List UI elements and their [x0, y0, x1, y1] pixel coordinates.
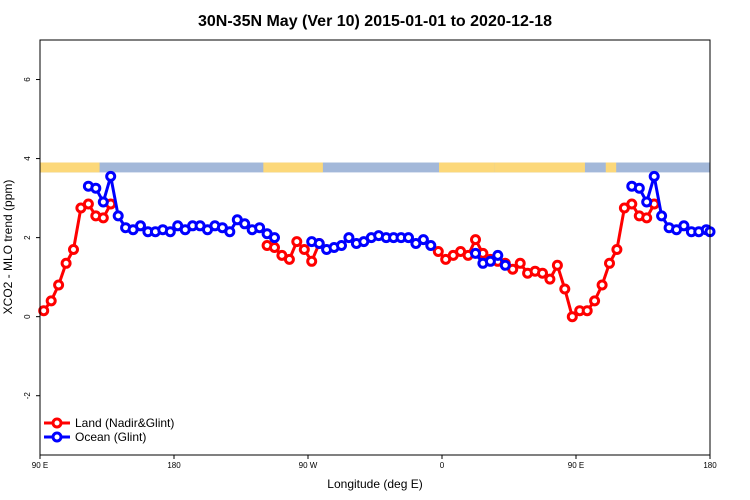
data-point-land	[626, 198, 638, 210]
data-point-ocean	[112, 210, 124, 222]
data-point-ocean	[648, 170, 660, 182]
data-point-ocean	[239, 218, 251, 230]
legend-item-ocean: Ocean (Glint)	[44, 430, 146, 444]
data-point-land	[283, 253, 295, 265]
data-point-land	[641, 212, 653, 224]
plot-frame	[39, 39, 711, 456]
land-band-segment	[439, 162, 495, 173]
data-point-ocean	[403, 232, 414, 244]
land-band-segment	[263, 162, 323, 173]
data-point-land	[45, 295, 57, 307]
data-point-land	[589, 295, 601, 307]
data-point-ocean	[641, 196, 653, 208]
x-tick-label: 180	[703, 461, 717, 470]
data-point-ocean	[90, 182, 102, 194]
data-point-ocean	[269, 232, 280, 244]
data-point-land	[269, 242, 280, 253]
x-tick-label: 180	[167, 461, 181, 470]
data-point-ocean	[417, 234, 429, 246]
data-point-land	[470, 234, 481, 246]
x-tick-label: 90 E	[32, 461, 48, 470]
data-point-land	[38, 305, 50, 317]
data-point-ocean	[492, 249, 504, 261]
data-point-ocean	[484, 255, 496, 267]
data-point-ocean	[336, 240, 347, 251]
data-point-land	[97, 212, 109, 224]
data-point-land	[611, 244, 623, 255]
data-point-ocean	[313, 238, 325, 249]
land-band-segment	[605, 162, 617, 173]
data-point-land	[432, 246, 444, 257]
data-point-ocean	[97, 196, 109, 208]
y-axis: -2 0 2 4 6	[23, 77, 40, 400]
data-point-ocean	[343, 232, 355, 244]
data-point-ocean	[135, 220, 146, 232]
data-point-ocean	[224, 226, 236, 238]
data-point-land	[291, 236, 303, 248]
data-point-land	[604, 257, 615, 269]
data-point-land	[514, 257, 526, 269]
y-tick-label: 4	[23, 156, 32, 161]
series-land	[38, 198, 660, 323]
series-line-land	[437, 202, 656, 319]
data-point-ocean	[633, 182, 645, 194]
legend: Land (Nadir&Glint)Ocean (Glint)	[44, 416, 174, 444]
ocean-band	[40, 162, 710, 173]
y-tick-label: -2	[23, 392, 32, 400]
data-point-land	[298, 244, 310, 255]
series-layer	[38, 170, 716, 323]
series-ocean	[82, 170, 716, 271]
chart-title: 30N-35N May (Ver 10) 2015-01-01 to 2020-…	[198, 13, 552, 30]
data-point-ocean	[425, 240, 437, 251]
x-tick-label: 90 E	[568, 461, 584, 470]
x-tick-label: 0	[440, 461, 445, 470]
x-axis-label: Longitude (deg E)	[327, 477, 422, 491]
land-band-segment	[494, 162, 585, 173]
x-axis: 90 E 180 90 W 0 90 E 180	[32, 455, 717, 470]
land-band-segment	[40, 162, 100, 173]
data-point-land	[53, 279, 65, 291]
data-point-ocean	[470, 247, 481, 259]
data-point-land	[82, 198, 94, 210]
data-point-ocean	[105, 170, 117, 182]
data-point-land	[581, 305, 593, 317]
y-tick-label: 2	[23, 235, 32, 240]
y-axis-label: XCO2 - MLO trend (ppm)	[1, 180, 15, 315]
x-tick-label: 90 W	[299, 461, 318, 470]
band-layer	[40, 162, 710, 173]
legend-marker	[51, 417, 63, 429]
y-tick-label: 6	[23, 77, 32, 82]
data-point-ocean	[656, 210, 668, 222]
data-point-land	[306, 255, 318, 267]
data-point-land	[537, 267, 548, 279]
data-point-ocean	[678, 220, 690, 232]
legend-label: Ocean (Glint)	[75, 430, 146, 444]
y-tick-label: 0	[23, 314, 32, 319]
data-point-land	[566, 311, 578, 323]
data-point-land	[544, 273, 556, 285]
data-point-land	[60, 257, 72, 269]
legend-item-land: Land (Nadir&Glint)	[44, 416, 174, 430]
data-point-ocean	[164, 226, 176, 238]
data-point-land	[559, 283, 571, 295]
legend-label: Land (Nadir&Glint)	[75, 416, 174, 430]
data-point-ocean	[499, 259, 511, 271]
data-point-land	[551, 259, 563, 271]
data-point-land	[68, 244, 79, 255]
data-point-ocean	[254, 222, 266, 234]
legend-marker	[51, 431, 63, 443]
data-point-land	[596, 279, 608, 291]
